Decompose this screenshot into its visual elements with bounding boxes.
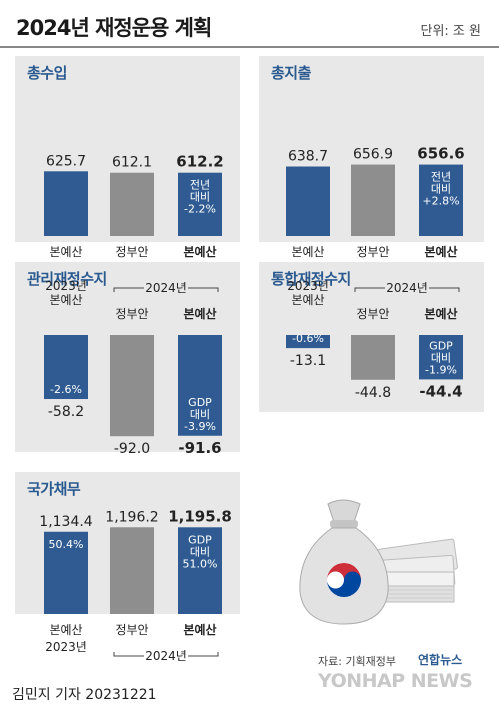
- category-label-3-1: 본예산: [183, 244, 216, 259]
- value-label-3: 656.6: [417, 145, 464, 163]
- bar-note-3-3: +2.8%: [422, 195, 459, 208]
- value-label-1: -13.1: [290, 353, 326, 369]
- category-label-1-1: 본예산: [49, 245, 82, 259]
- category-label-1-2: 본예산: [291, 293, 324, 307]
- category-label-2-1: 정부안: [115, 307, 148, 321]
- page-title: 2024년 재정운용 계획: [16, 16, 212, 40]
- panel-title: 국가채무: [27, 480, 81, 498]
- bar-note-3-2: 대비: [431, 183, 451, 196]
- bar-note-1-1: 50.4%: [49, 538, 84, 551]
- category-label-3-1: 본예산: [183, 622, 216, 637]
- yonhap-watermark: YONHAP NEWS: [318, 670, 473, 692]
- value-label-2: 612.1: [112, 155, 152, 171]
- year-group-label: 2024년: [145, 649, 187, 663]
- bar-note-3-1: 전년: [431, 171, 451, 184]
- bar-note-3-1: GDP: [188, 396, 212, 409]
- chart-total-expenditure: 638.7본예산2023년656.9정부안656.6전년대비+2.8%본예산20…: [286, 145, 465, 285]
- value-label-3: 612.2: [176, 153, 223, 171]
- value-label-1: 1,134.4: [39, 514, 93, 530]
- bar-3: [178, 172, 222, 236]
- bar-3: [178, 335, 222, 436]
- value-label-2: -92.0: [114, 441, 150, 457]
- bar-note-3-2: 대비: [190, 408, 210, 421]
- chart-national-debt: 1,134.4 50.4% 본예산 2023년 1,196.2 정부안 1,195.8 GDP…: [39, 507, 232, 663]
- bar-note-1-1: -0.6%: [292, 332, 324, 345]
- bar-2: [351, 335, 395, 380]
- bar-1: [286, 166, 330, 236]
- panel-national-debt: 국가채무 1,134.4 50.4% 본예산 2023년 1,196.2 정부안 1,195…: [15, 472, 240, 663]
- year-group-label: 2024년: [386, 281, 428, 295]
- money-bag-illustration: [299, 499, 458, 625]
- bar-note-3-1: GDP: [188, 533, 212, 546]
- bar-note-3-2: 대비: [190, 191, 210, 204]
- value-label-2: 1,196.2: [105, 509, 158, 525]
- bar-1: [286, 335, 330, 349]
- bar-1: [44, 171, 88, 236]
- banknote-stack-icon: [369, 538, 458, 603]
- header-divider: [0, 46, 499, 48]
- chart-total-revenue: 625.7본예산2023년612.1정부안612.2전년대비-2.2%본예산20…: [44, 153, 224, 285]
- unit-label: 단위: 조 원: [420, 24, 482, 39]
- bar-3: [419, 164, 463, 236]
- bar-3: [178, 527, 222, 614]
- bar-2: [110, 172, 154, 236]
- author-credit: 김민지 기자 20231221: [12, 687, 157, 703]
- year-bracket: [113, 652, 219, 657]
- category-label-1-2: 2023년: [45, 640, 87, 654]
- bar-note-3-3: -2.2%: [184, 203, 216, 216]
- category-label-1-1: 2023년: [45, 279, 87, 293]
- bar-note-3-1: 전년: [190, 179, 210, 192]
- chart-integrated-balance: -13.1-0.6%2023년본예산-44.8정부안-44.4GDP대비-1.9…: [286, 279, 463, 401]
- category-label-1-2: 본예산: [49, 293, 82, 307]
- chart-managed-balance: -58.2-2.6%2023년본예산-92.0정부안-91.6GDP대비-3.9…: [44, 279, 222, 457]
- category-label-3-1: 본예산: [424, 306, 457, 321]
- bar-3: [419, 335, 463, 380]
- panel-title: 총수입: [27, 64, 67, 82]
- value-label-1: -58.2: [48, 404, 84, 420]
- bar-note-3-3: -1.9%: [425, 363, 457, 376]
- value-label-2: -44.8: [355, 385, 391, 401]
- category-label-3-1: 본예산: [424, 244, 457, 259]
- year-bracket: [354, 287, 460, 292]
- category-label-1-1: 본예산: [49, 623, 82, 637]
- panel-total-expenditure: 총지출 638.7본예산2023년656.9정부안656.6전년대비+2.8%본…: [259, 56, 484, 285]
- value-label-3: 1,195.8: [168, 507, 232, 525]
- category-label-1-1: 본예산: [291, 245, 324, 259]
- panel-title: 총지출: [271, 64, 311, 82]
- bar-note-1-1: -2.6%: [50, 383, 82, 396]
- value-label-1: 625.7: [46, 153, 86, 169]
- bar-2: [351, 164, 395, 236]
- value-label-3: -91.6: [178, 439, 221, 457]
- panel-total-revenue: 총수입 625.7본예산2023년612.1정부안612.2전년대비-2.2%본…: [15, 56, 240, 285]
- bar-note-3-2: 대비: [431, 351, 451, 364]
- bar-note-3-2: 대비: [190, 545, 210, 558]
- panel-title: 통합재정수지: [271, 270, 351, 288]
- bar-2: [110, 527, 154, 614]
- bar-2: [110, 335, 154, 437]
- value-label-1: 638.7: [288, 149, 328, 165]
- bar-note-3-3: -3.9%: [184, 420, 216, 433]
- yonhap-logo: 연합뉴스: [418, 653, 463, 667]
- source-label: 자료: 기획재정부: [318, 655, 397, 668]
- panel-managed-balance: 관리재정수지 -58.2 -2.6% 2023년 본예산 -92.0 정부안 -91.6 GD…: [15, 262, 240, 457]
- category-label-2-1: 정부안: [115, 623, 148, 637]
- category-label-2-1: 정부안: [356, 307, 389, 321]
- value-label-3: -44.4: [419, 382, 462, 400]
- bar-note-3-3: 51.0%: [183, 557, 218, 570]
- bar-1: [44, 335, 88, 400]
- value-label-2: 656.9: [353, 147, 393, 163]
- year-bracket: [113, 287, 219, 292]
- category-label-1-1: 2023년: [287, 279, 329, 293]
- money-bag-icon: [299, 499, 389, 625]
- category-label-2-1: 정부안: [115, 245, 148, 259]
- panel-integrated-balance: 통합재정수지 -13.1 -0.6% 2023년 본예산 -44.8 정부안 -44.4 GD…: [259, 262, 484, 412]
- bar-note-3-1: GDP: [429, 339, 453, 352]
- panel-title: 관리재정수지: [27, 270, 107, 288]
- bar-1: [44, 531, 88, 614]
- category-label-2-1: 정부안: [356, 245, 389, 259]
- year-group-label: 2024년: [145, 281, 187, 295]
- category-label-3-1: 본예산: [183, 306, 216, 321]
